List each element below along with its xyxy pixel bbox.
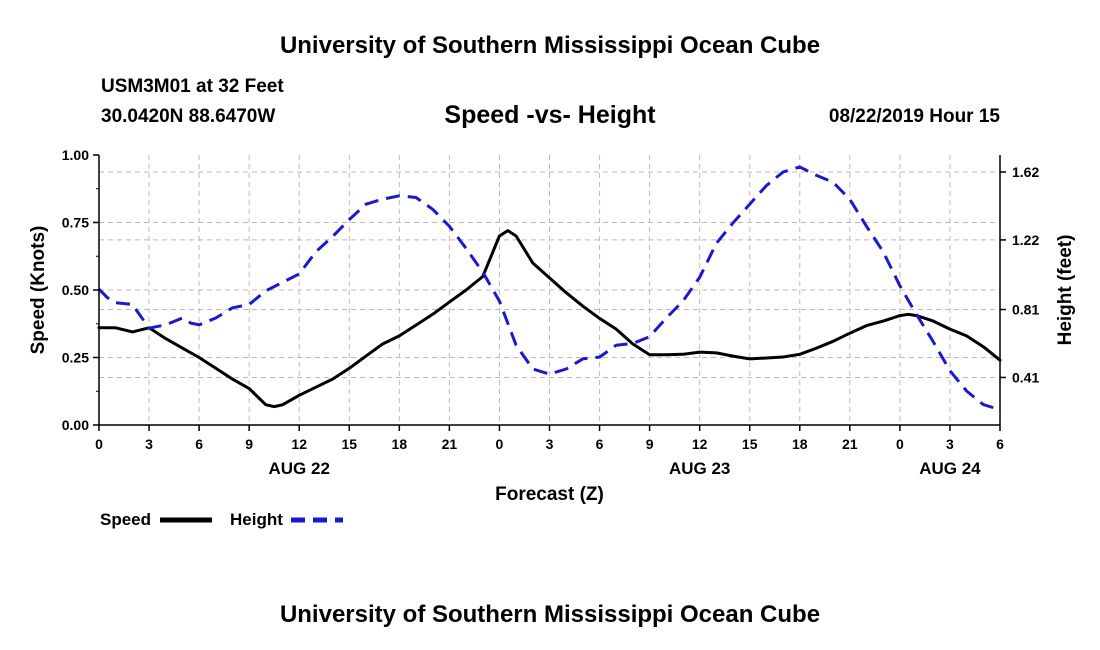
y2-tick-label: 1.22 xyxy=(1012,232,1039,248)
date-label: AUG 24 xyxy=(919,459,981,478)
y-tick-label: 0.00 xyxy=(62,417,89,433)
x-tick-label: 15 xyxy=(742,436,758,452)
x-tick-label: 3 xyxy=(546,436,554,452)
x-tick-label: 3 xyxy=(946,436,954,452)
datetime-label: 08/22/2019 Hour 15 xyxy=(828,106,1000,127)
x-axis-title: Forecast (Z) xyxy=(495,484,604,505)
grid-lines xyxy=(99,155,1000,425)
x-tick-label: 21 xyxy=(842,436,858,452)
y-tick-label: 0.25 xyxy=(62,350,89,366)
x-tick-label: 0 xyxy=(496,436,504,452)
y2-axis-title: Height (feet) xyxy=(1055,235,1076,346)
y-tick-label: 0.75 xyxy=(62,215,89,231)
y-axis-title: Speed (Knots) xyxy=(28,226,49,355)
date-label: AUG 22 xyxy=(269,459,330,478)
legend-height-label: Height xyxy=(230,510,283,529)
chart-title: Speed -vs- Height xyxy=(444,101,656,129)
axes: 0 3 6 9 12 15 18 21 0 3 6 9 12 15 18 21 0 3 6 AUG 22 AUG 23 A… xyxy=(28,147,1076,505)
coordinates-label: 30.0420N 88.6470W xyxy=(101,106,276,127)
x-tick-label: 12 xyxy=(291,436,307,452)
x-tick-label: 21 xyxy=(442,436,458,452)
x-tick-label: 6 xyxy=(996,436,1004,452)
y-tick-label: 1.00 xyxy=(62,147,89,163)
x-tick-label: 9 xyxy=(245,436,253,452)
series-line-speed xyxy=(97,229,1002,409)
x-tick-label: 12 xyxy=(692,436,708,452)
page-title: University of Southern Mississippi Ocean… xyxy=(279,32,821,59)
x-tick-label: 6 xyxy=(596,436,604,452)
date-label: AUG 23 xyxy=(669,459,730,478)
y2-tick-label: 0.81 xyxy=(1012,302,1039,318)
x-tick-label: 3 xyxy=(145,436,153,452)
y-tick-label: 0.50 xyxy=(62,282,89,298)
x-tick-label: 18 xyxy=(792,436,808,452)
series-line-height xyxy=(97,165,1001,412)
y2-tick-label: 0.41 xyxy=(1012,369,1039,385)
series-layer xyxy=(97,165,1002,412)
x-tick-label: 9 xyxy=(646,436,654,452)
legend-speed-label: Speed xyxy=(100,510,152,529)
x-tick-label: 0 xyxy=(896,436,904,452)
x-tick-label: 0 xyxy=(95,436,103,452)
x-tick-label: 15 xyxy=(341,436,357,452)
station-label: USM3M01 at 32 Feet xyxy=(101,76,284,97)
footer-title: University of Southern Mississippi Ocean… xyxy=(279,601,821,628)
x-tick-label: 6 xyxy=(195,436,203,452)
y2-tick-label: 1.62 xyxy=(1012,164,1039,180)
x-tick-label: 18 xyxy=(392,436,408,452)
